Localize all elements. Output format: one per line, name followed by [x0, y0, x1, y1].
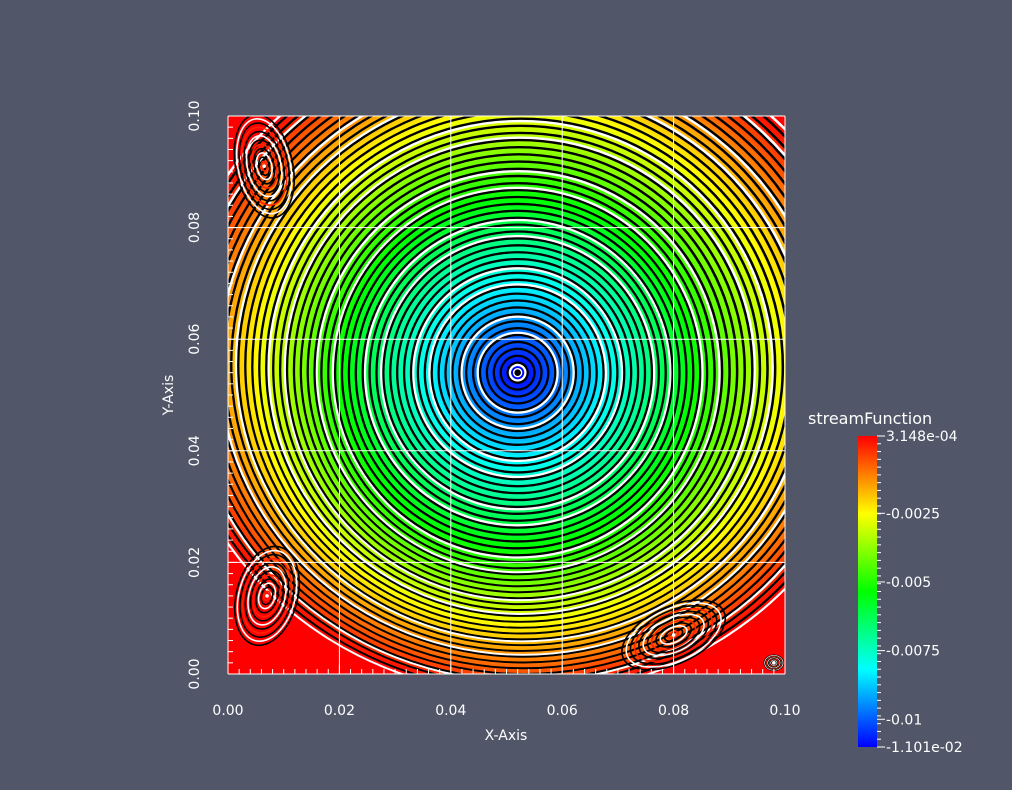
eddy-ring: [250, 143, 278, 189]
eddy-ring: [233, 545, 301, 647]
eddy-ring: [650, 619, 697, 651]
eddy-ring: [625, 602, 722, 668]
eddy-ring: [239, 553, 295, 638]
eddy-ring: [247, 566, 287, 626]
colorbar-tick-label: -0.0075: [886, 644, 940, 660]
colorbar: streamFunction 3.148e-04 -0.0025 -0.005 -0.…: [808, 409, 963, 756]
eddy-core: [262, 164, 267, 169]
y-tick-label: 0.06: [187, 324, 203, 355]
primary-vortex-core: [512, 367, 523, 378]
colorbar-tick-label: -0.01: [886, 712, 922, 728]
x-tick-label: 0.06: [547, 703, 578, 719]
eddy-ring: [253, 147, 276, 185]
eddy-ring: [244, 561, 290, 630]
eddy-ring: [236, 549, 298, 643]
x-tick-labels: 0.00 0.02 0.04 0.06 0.08 0.10: [212, 703, 800, 719]
primary-vortex-center: [516, 371, 519, 374]
x-tick-label: 0.04: [435, 703, 466, 719]
y-axis-label: Y-Axis: [161, 375, 177, 417]
eddy-ring: [668, 630, 680, 640]
y-tick-label: 0.00: [187, 658, 203, 689]
colorbar-title: streamFunction: [808, 409, 932, 428]
eddy-ring: [659, 625, 688, 645]
eddy-ring: [233, 116, 295, 219]
x-axis-label: X-Axis: [485, 728, 528, 744]
colorbar-tick-label: -0.0025: [886, 506, 940, 522]
eddy-core: [772, 661, 776, 665]
x-tick-label: 0.00: [212, 703, 243, 719]
y-tick-labels: 0.00 0.02 0.04 0.06 0.08 0.10: [187, 100, 203, 689]
eddy-ring: [638, 610, 710, 660]
x-tick-label: 0.02: [324, 703, 355, 719]
colorbar-tick-label: -1.101e-02: [886, 740, 963, 756]
eddy-ring: [235, 117, 293, 215]
eddy-ring: [633, 607, 714, 663]
eddy-ring: [255, 152, 273, 181]
eddy-ring: [245, 135, 283, 198]
minor-ticks: [227, 115, 786, 675]
eddy-ring: [248, 139, 281, 194]
eddy-ring: [241, 557, 293, 634]
eddy-ring: [621, 599, 727, 671]
eddy-ring: [238, 122, 291, 211]
eddy-ring: [260, 586, 274, 606]
eddy-ring: [663, 627, 684, 642]
eddy-ring: [240, 126, 288, 206]
y-tick-label: 0.02: [187, 547, 203, 578]
eddy-ring: [255, 578, 279, 614]
vortex-cores: [233, 116, 785, 672]
y-tick-label: 0.10: [187, 100, 203, 131]
secondary-vortex: [621, 599, 727, 671]
colorbar-ticks: 3.148e-04 -0.0025 -0.005 -0.0075 -0.01 -1.101…: [877, 429, 963, 756]
eddy-ring: [257, 582, 277, 610]
plot-area: [228, 116, 785, 674]
eddy-ring: [646, 616, 701, 654]
secondary-vortex: [233, 545, 301, 647]
eddy-ring: [258, 156, 271, 177]
colorbar-bar: [858, 436, 877, 747]
x-tick-label: 0.10: [769, 703, 800, 719]
secondary-vortex: [233, 116, 295, 219]
eddy-ring: [243, 130, 286, 202]
eddy-ring: [260, 160, 268, 172]
grid-lines: [227, 115, 786, 675]
eddy-ring: [629, 604, 718, 665]
eddy-ring: [642, 613, 705, 657]
eddy-ring: [655, 622, 692, 648]
eddy-ring: [252, 574, 282, 618]
eddy-core: [265, 594, 269, 598]
y-tick-label: 0.04: [187, 435, 203, 466]
y-tick-label: 0.08: [187, 212, 203, 243]
secondary-vortex: [763, 654, 785, 672]
colorbar-tick-label: 3.148e-04: [886, 429, 958, 445]
x-tick-label: 0.08: [658, 703, 689, 719]
colorbar-tick-label: -0.005: [886, 575, 931, 591]
eddy-ring: [249, 570, 285, 622]
eddy-ring: [263, 590, 271, 602]
